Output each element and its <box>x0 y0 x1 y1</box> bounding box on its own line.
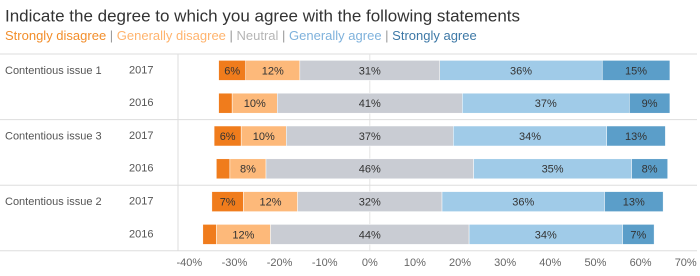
bar-segment <box>606 125 666 147</box>
row-label: 2017 <box>129 130 153 142</box>
value-label: 34% <box>535 229 557 241</box>
group-label: Contentious issue 2 <box>5 196 102 208</box>
x-tick-label: 60% <box>630 257 652 269</box>
value-label: 6% <box>220 131 236 143</box>
row-label: 2017 <box>129 196 153 208</box>
group-label: Contentious issue 1 <box>5 65 102 77</box>
value-label: 10% <box>244 98 266 110</box>
legend-entry: Strongly disagree <box>5 28 106 43</box>
value-label: 9% <box>642 98 658 110</box>
legend-entry: Generally agree <box>289 28 382 43</box>
row-label: 2016 <box>129 97 153 109</box>
row-label: 2016 <box>129 228 153 240</box>
x-tick-label: 10% <box>404 257 426 269</box>
legend-entry: Generally disagree <box>117 28 226 43</box>
value-label: 44% <box>359 229 381 241</box>
legend-entry: Strongly agree <box>392 28 477 43</box>
value-label: 34% <box>519 131 541 143</box>
x-tick-label: 0% <box>362 257 378 269</box>
value-label: 10% <box>253 131 275 143</box>
bar-segment <box>202 224 217 245</box>
value-label: 41% <box>359 98 381 110</box>
value-label: 31% <box>359 65 381 77</box>
x-tick-label: -40% <box>176 257 202 269</box>
legend-separator: | <box>226 28 237 43</box>
legend-separator: | <box>106 28 117 43</box>
x-tick-label: 40% <box>539 257 561 269</box>
value-label: 37% <box>359 131 381 143</box>
legend: Strongly disagree | Generally disagree |… <box>5 28 477 43</box>
value-label: 13% <box>623 197 645 209</box>
row-label: 2017 <box>129 64 153 76</box>
x-tick-label: 20% <box>449 257 471 269</box>
bar-segment <box>218 92 233 114</box>
value-label: 36% <box>512 197 534 209</box>
x-tick-label: -10% <box>312 257 338 269</box>
legend-separator: | <box>278 28 289 43</box>
x-tick-label: -30% <box>222 257 248 269</box>
x-tick-label: 30% <box>494 257 516 269</box>
value-label: 37% <box>535 98 557 110</box>
value-label: 8% <box>642 164 658 176</box>
bar-segment <box>216 158 231 180</box>
bar-segment <box>631 158 668 180</box>
value-label: 13% <box>625 131 647 143</box>
x-tick-label: -20% <box>267 257 293 269</box>
bar-segment <box>622 224 655 245</box>
value-label: 36% <box>510 65 532 77</box>
value-label: 15% <box>625 65 647 77</box>
chart-title: Indicate the degree to which you agree w… <box>5 6 520 25</box>
value-label: 6% <box>224 65 240 77</box>
value-label: 8% <box>240 164 256 176</box>
value-label: 35% <box>542 164 564 176</box>
x-tick-label: 70% <box>675 257 697 269</box>
value-label: 7% <box>220 197 236 209</box>
value-label: 32% <box>359 197 381 209</box>
x-tick-label: 50% <box>584 257 606 269</box>
value-label: 12% <box>232 229 254 241</box>
bar-segment <box>629 92 671 114</box>
group-label: Contentious issue 3 <box>5 131 102 143</box>
value-label: 46% <box>359 164 381 176</box>
bar-segment <box>601 60 671 81</box>
value-label: 12% <box>260 197 282 209</box>
value-label: 7% <box>630 229 646 241</box>
legend-separator: | <box>382 28 393 43</box>
row-label: 2016 <box>129 163 153 175</box>
bar-segment <box>604 191 664 212</box>
value-label: 12% <box>262 65 284 77</box>
legend-entry: Neutral <box>237 28 279 43</box>
